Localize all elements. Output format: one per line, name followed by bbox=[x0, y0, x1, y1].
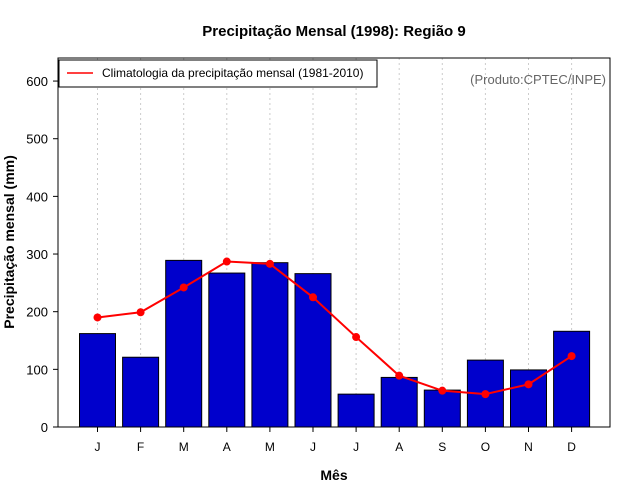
plot-frame bbox=[57, 57, 611, 428]
bar-D bbox=[553, 330, 591, 428]
bar-M bbox=[251, 262, 289, 428]
legend-box bbox=[58, 59, 378, 88]
x-tick-label: J bbox=[353, 440, 359, 454]
x-axis-title: Mês bbox=[320, 467, 347, 483]
y-axis: 0 100 200 300 400 500 600 bbox=[26, 74, 58, 435]
y-tick-label: 400 bbox=[26, 189, 48, 204]
y-tick-label: 0 bbox=[41, 420, 48, 435]
legend: Climatologia da precipitação mensal (198… bbox=[58, 59, 378, 88]
x-tick-label: S bbox=[438, 440, 446, 454]
x-tick-label: O bbox=[481, 440, 490, 454]
x-tick-label: F bbox=[137, 440, 144, 454]
x-tick-label: D bbox=[567, 440, 576, 454]
climatology-point bbox=[481, 390, 490, 399]
x-tick-label: A bbox=[223, 440, 231, 454]
climatology-point bbox=[438, 386, 447, 395]
bar-A bbox=[208, 272, 246, 428]
climatology-line bbox=[97, 260, 573, 396]
x-tick-label: N bbox=[524, 440, 533, 454]
x-tick-label: M bbox=[265, 440, 275, 454]
y-tick-label: 500 bbox=[26, 132, 48, 147]
bar-A bbox=[380, 376, 418, 428]
x-tick-label: A bbox=[395, 440, 403, 454]
climatology-point bbox=[179, 283, 188, 292]
climatology-point bbox=[265, 259, 274, 268]
y-tick-label: 200 bbox=[26, 305, 48, 320]
bar-S bbox=[423, 389, 461, 428]
climatology-point bbox=[309, 293, 317, 302]
vertical-grid bbox=[97, 58, 573, 427]
y-tick-label: 600 bbox=[26, 74, 48, 89]
chart-title: Precipitação Mensal (1998): Região 9 bbox=[202, 23, 465, 40]
bar-series bbox=[79, 259, 591, 428]
y-tick-label: 300 bbox=[26, 247, 48, 262]
y-tick-label: 100 bbox=[26, 362, 48, 377]
x-tick-label: J bbox=[310, 440, 316, 454]
bar-F bbox=[122, 356, 160, 428]
climatology-point bbox=[524, 380, 533, 389]
climatology-point bbox=[222, 257, 231, 266]
climatology-point bbox=[567, 352, 576, 361]
climatology-point bbox=[395, 371, 404, 380]
climatology-point bbox=[93, 313, 102, 322]
bar-N bbox=[510, 369, 547, 428]
climatology-point bbox=[136, 308, 145, 317]
x-tick-label: M bbox=[179, 440, 189, 454]
credit-text: (Produto:CPTEC/INPE) bbox=[470, 72, 606, 87]
legend-label: Climatologia da precipitação mensal (198… bbox=[102, 66, 363, 80]
y-axis-title: Precipitação mensal (mm) bbox=[1, 155, 17, 329]
climatology-line-series bbox=[93, 257, 576, 399]
x-tick-label: J bbox=[95, 440, 101, 454]
bar-J bbox=[79, 333, 116, 428]
bar-J bbox=[337, 393, 375, 428]
climatology-point bbox=[352, 333, 361, 342]
